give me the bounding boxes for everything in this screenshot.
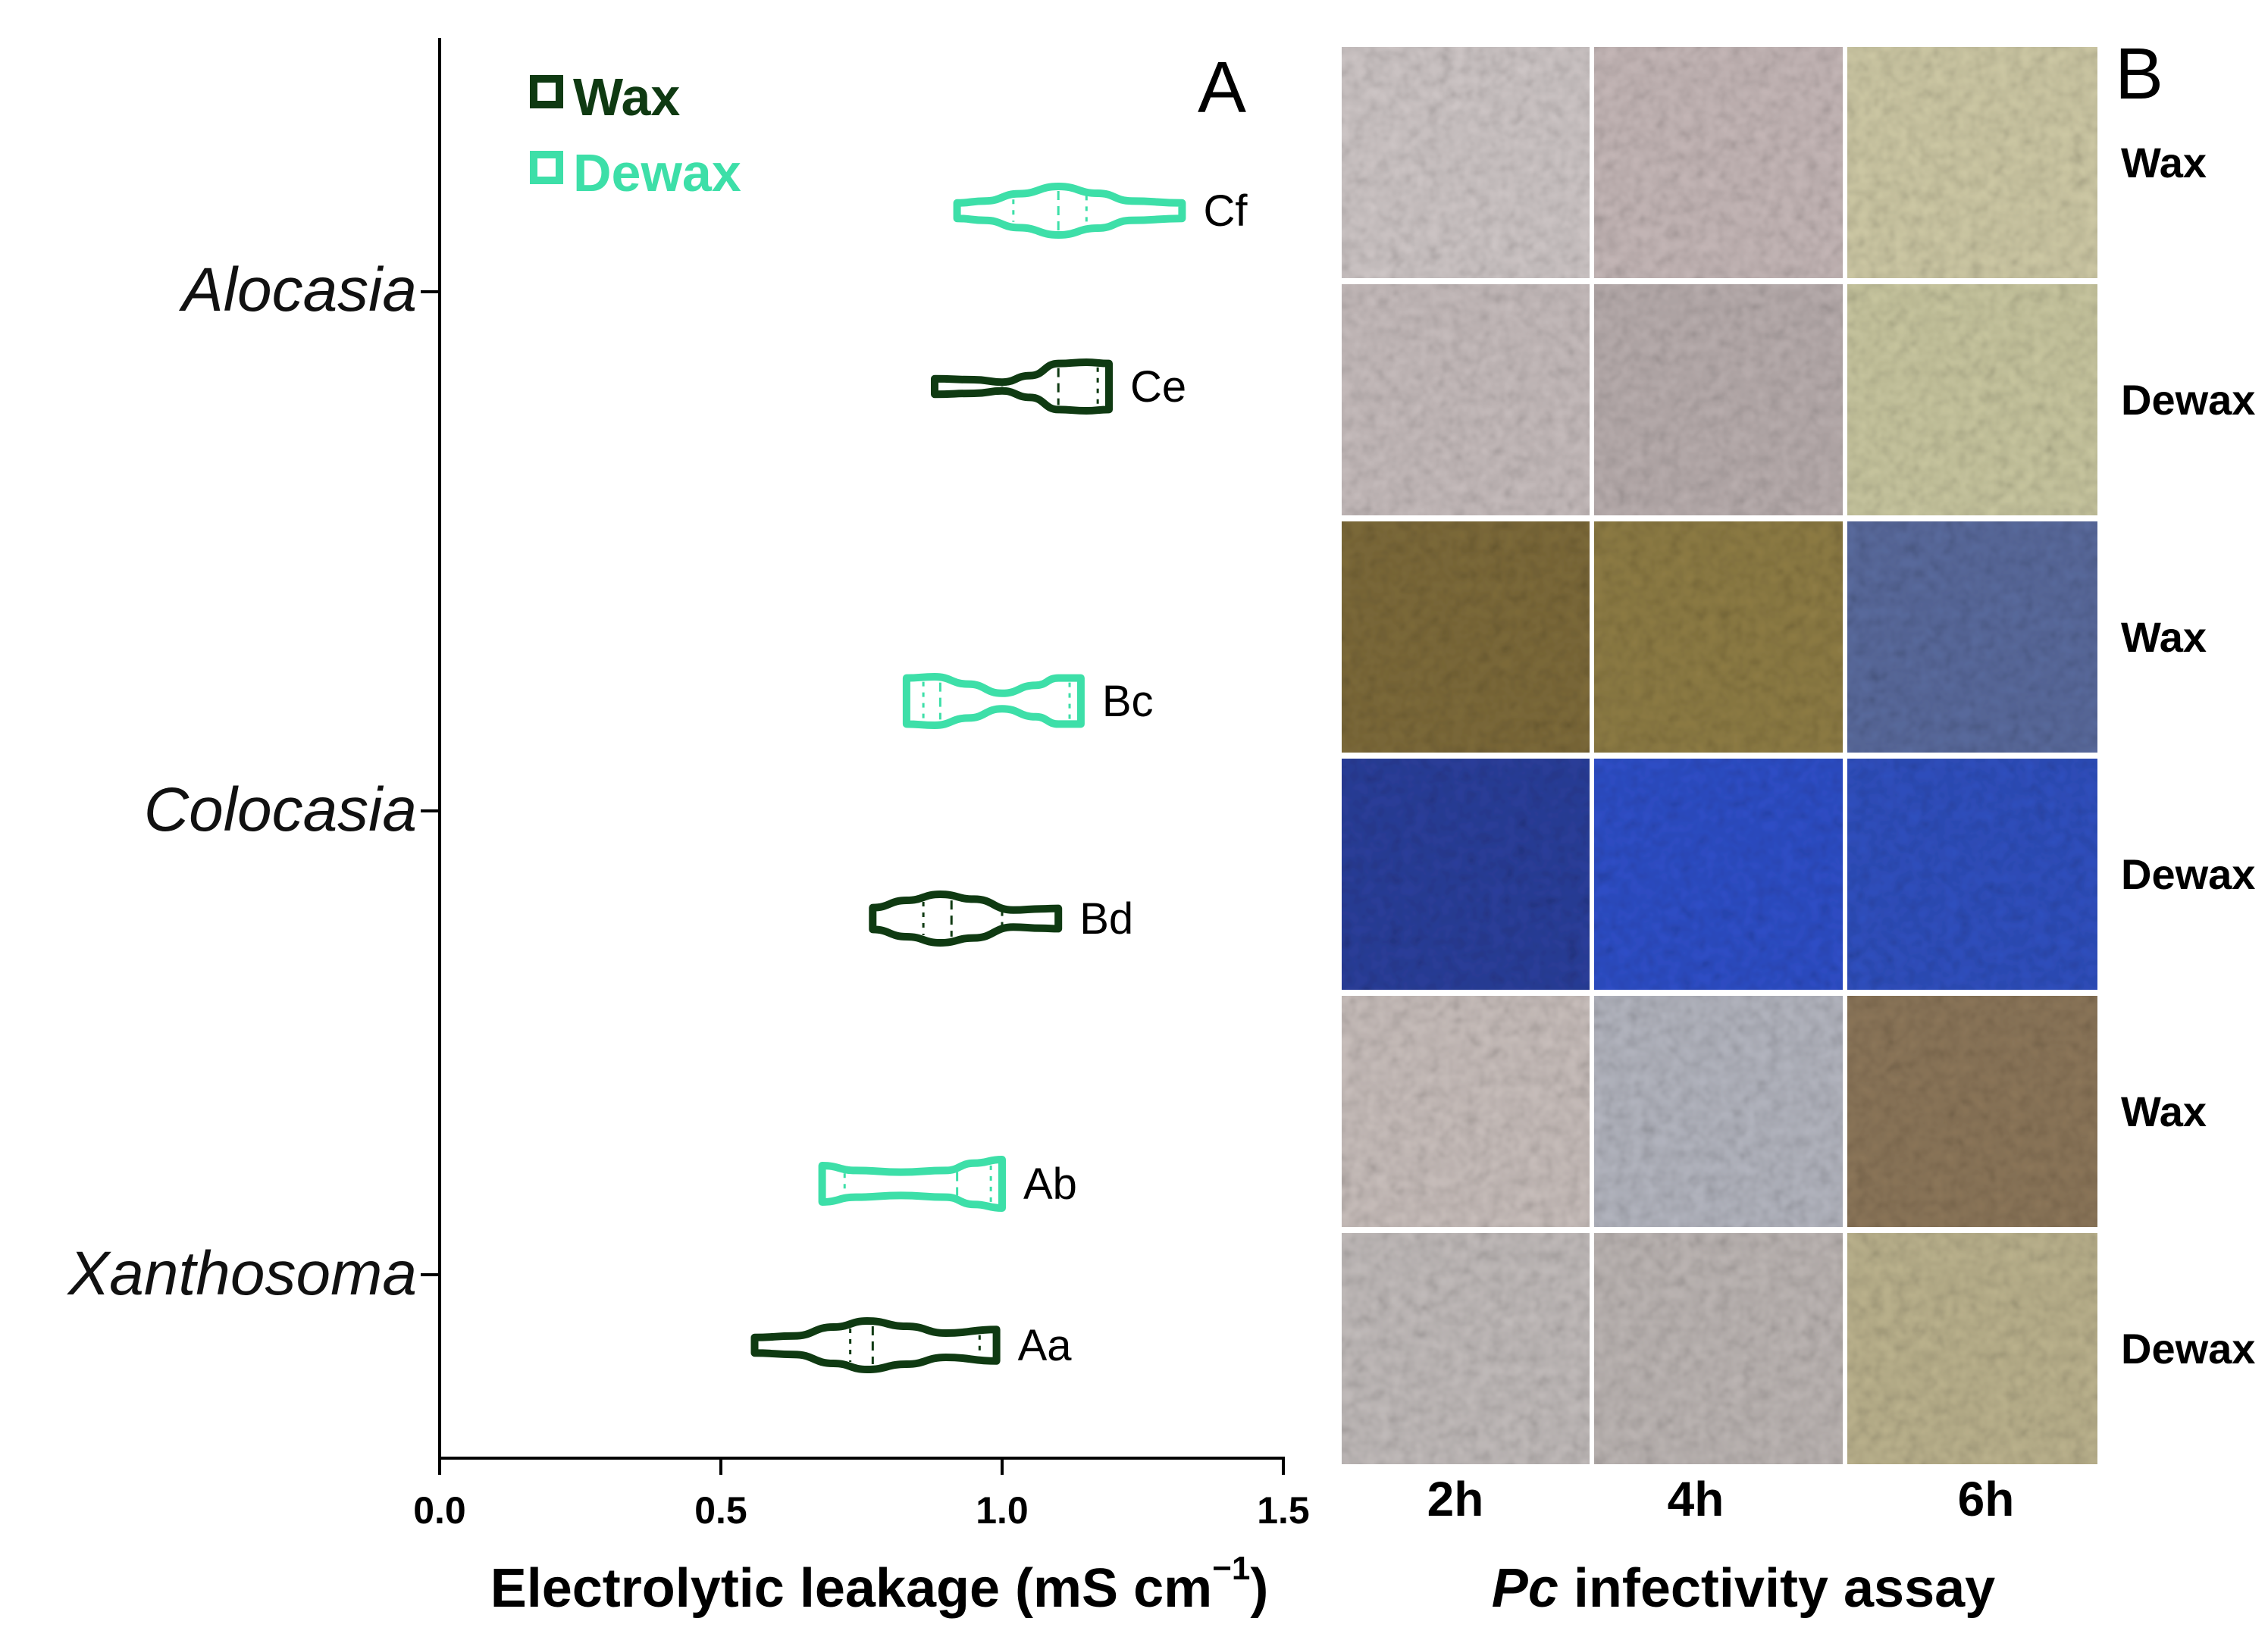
row-label-2: Dewax [2121, 376, 2255, 424]
micrograph-tile-r5-4h [1594, 996, 1843, 1227]
micrograph-tiles [1342, 47, 2097, 1464]
panel-a-violin-chart: A Wax Dewax Alocasia Colocasia Xanthosom… [67, 38, 1310, 1619]
micrograph-tile-r6-2h [1342, 1233, 1590, 1464]
panel-b-title-italic: Pc [1492, 1558, 1558, 1619]
x-tick-label-2: 1.0 [976, 1489, 1029, 1532]
x-axis-title: Electrolytic leakage (mS cm−1) [490, 1550, 1269, 1619]
micrograph-tile-r4-4h [1594, 759, 1843, 990]
violin-label-wax-xanthosoma: Aa [1018, 1321, 1073, 1370]
panel-b-title: Pc infectivity assay [1492, 1558, 1995, 1619]
y-tick-label-alocasia: Alocasia [178, 255, 417, 324]
violin-dewax-xanthosoma [818, 1156, 1006, 1212]
micrograph-tile-r2-2h [1342, 284, 1590, 515]
row-label-6: Dewax [2121, 1325, 2255, 1373]
panel-a-letter: A [1198, 47, 1246, 128]
row-label-1: Wax [2121, 139, 2207, 186]
row-label-4: Dewax [2121, 850, 2255, 898]
x-tick-label-3: 1.5 [1257, 1489, 1310, 1532]
micrograph-tile-r1-4h [1594, 47, 1843, 278]
violin-label-dewax-alocasia: Cf [1203, 186, 1248, 236]
micrograph-tile-r1-6h [1847, 47, 2097, 278]
violin-dewax-colocasia [902, 673, 1085, 729]
micrograph-tile-r5-6h [1847, 996, 2097, 1227]
x-ticks [438, 1458, 1285, 1475]
legend-swatch-wax [530, 75, 563, 108]
x-axis-title-main: Electrolytic leakage (mS cm [490, 1558, 1212, 1619]
micrograph-tile-r3-2h [1342, 521, 1590, 753]
micrograph-tile-r3-4h [1594, 521, 1843, 753]
y-ticks [421, 290, 440, 1276]
legend: Wax Dewax [530, 67, 741, 202]
micrograph-tile-r2-6h [1847, 284, 2097, 515]
panel-b-infectivity-grid: B Wax Dewax Wax Dewax Wax Dewax 2h 4h 6h… [1342, 33, 2255, 1619]
x-axis-title-superscript: −1 [1212, 1550, 1250, 1587]
x-tick-label-1: 0.5 [694, 1489, 747, 1532]
violin-dewax-alocasia [953, 183, 1186, 239]
row-label-3: Wax [2121, 613, 2207, 661]
col-label-6h: 6h [1958, 1472, 2015, 1526]
micrograph-tile-r1-2h [1342, 47, 1590, 278]
violin-marks: Ce Bd Aa Cf Bc Ab [750, 183, 1248, 1373]
y-tick-label-xanthosoma: Xanthosoma [67, 1239, 417, 1308]
y-tick-label-colocasia: Colocasia [144, 775, 417, 844]
violin-wax-colocasia [869, 890, 1063, 947]
legend-swatch-dewax [530, 151, 563, 184]
legend-label-dewax: Dewax [573, 143, 741, 202]
micrograph-tile-r4-2h [1342, 759, 1590, 990]
violin-label-dewax-xanthosoma: Ab [1023, 1160, 1077, 1209]
col-label-2h: 2h [1427, 1472, 1484, 1526]
x-tick-label-0: 0.0 [413, 1489, 466, 1532]
violin-label-dewax-colocasia: Bc [1102, 677, 1154, 726]
panel-b-title-rest: infectivity assay [1558, 1558, 1995, 1619]
micrograph-tile-r3-6h [1847, 521, 2097, 753]
micrograph-tile-r5-2h [1342, 996, 1590, 1227]
legend-label-wax: Wax [573, 67, 680, 127]
violin-label-wax-colocasia: Bd [1079, 894, 1133, 944]
x-axis-title-close: ) [1250, 1558, 1268, 1619]
violin-label-wax-alocasia: Ce [1130, 362, 1186, 412]
violin-wax-xanthosoma [750, 1317, 1001, 1373]
violin-wax-alocasia [931, 358, 1113, 415]
col-label-4h: 4h [1668, 1472, 1724, 1526]
micrograph-tile-r6-6h [1847, 1233, 2097, 1464]
micrograph-tile-r4-6h [1847, 759, 2097, 990]
row-label-5: Wax [2121, 1088, 2207, 1135]
micrograph-tile-r6-4h [1594, 1233, 1843, 1464]
panel-b-letter: B [2115, 33, 2163, 114]
micrograph-tile-r2-4h [1594, 284, 1843, 515]
